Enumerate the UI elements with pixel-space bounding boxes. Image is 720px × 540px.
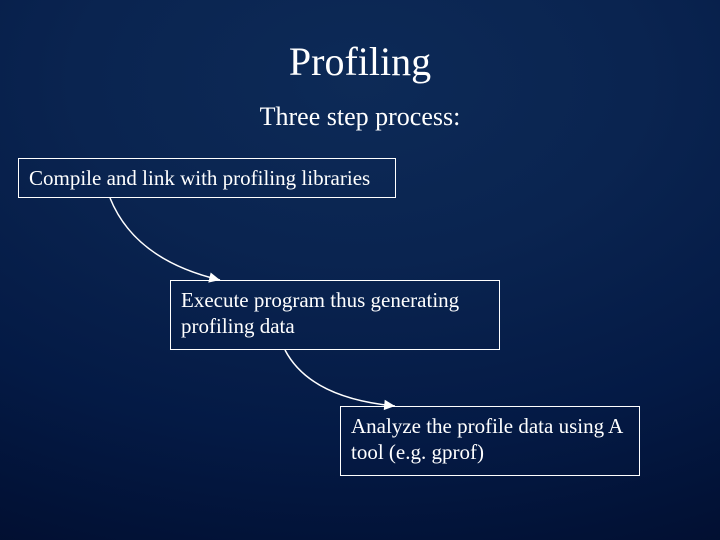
step-box-3: Analyze the profile data using A tool (e…: [340, 406, 640, 476]
slide: Profiling Three step process: Compile an…: [0, 0, 720, 540]
slide-subtitle: Three step process:: [0, 102, 720, 132]
step-box-1: Compile and link with profiling librarie…: [18, 158, 396, 198]
step-box-2: Execute program thus generating profilin…: [170, 280, 500, 350]
slide-title: Profiling: [0, 38, 720, 85]
